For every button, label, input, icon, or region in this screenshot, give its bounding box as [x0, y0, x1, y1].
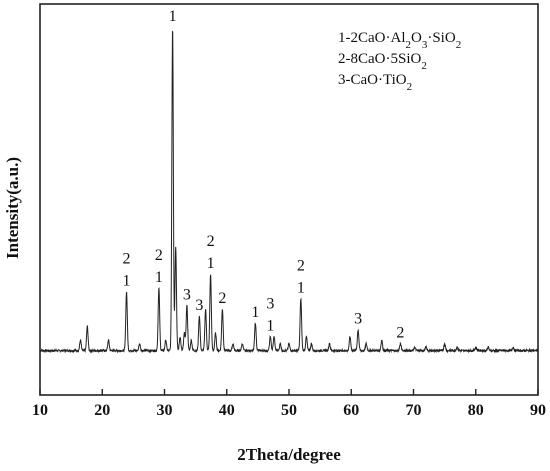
- peak-label: 3: [195, 297, 203, 314]
- x-tick-label-50: 50: [281, 402, 297, 419]
- x-tick-label-90: 90: [530, 402, 546, 419]
- peak-label: 1: [251, 304, 259, 321]
- x-tick-label-20: 20: [94, 402, 110, 419]
- legend-entry-2: 2-8CaO·5SiO2: [338, 51, 427, 72]
- y-axis-label: Intensity(a.u.): [3, 157, 22, 259]
- peak-label: 2: [207, 233, 215, 250]
- peak-label: 3: [266, 296, 274, 313]
- legend-entry-1: 1-2CaO·Al2O3·SiO2: [338, 30, 461, 51]
- plot-frame: [39, 3, 539, 396]
- peak-annotations: 121212331221131232: [123, 0, 405, 342]
- peak-label: 1: [297, 279, 305, 296]
- peak-label: 1: [266, 318, 274, 335]
- peak-label: 3: [354, 311, 362, 328]
- x-tick-label-70: 70: [406, 402, 422, 419]
- peak-label: 3: [183, 286, 191, 303]
- xrd-pattern-line: [39, 30, 539, 354]
- peak-label: 1: [169, 8, 177, 25]
- x-ticks: 10 20 30 40 50 60 70 80 90: [32, 389, 546, 419]
- peak-label: 2: [297, 257, 305, 274]
- legend-entry-3: 3-CaO·TiO2: [338, 72, 412, 93]
- peak-label: 1: [123, 272, 131, 289]
- peak-label: 2: [396, 325, 404, 342]
- x-tick-label-10: 10: [32, 402, 48, 419]
- x-tick-label-30: 30: [157, 402, 173, 419]
- x-tick-label-40: 40: [219, 402, 235, 419]
- peak-label: 1: [155, 269, 163, 286]
- peak-label: 2: [123, 250, 131, 267]
- x-axis-label: 2Theta/degree: [237, 445, 341, 464]
- peak-label: 1: [207, 255, 215, 272]
- peak-label: 2: [169, 0, 177, 3]
- x-tick-label-60: 60: [343, 402, 359, 419]
- peak-label: 2: [218, 290, 226, 307]
- x-tick-label-80: 80: [468, 402, 484, 419]
- peak-label: 2: [155, 247, 163, 264]
